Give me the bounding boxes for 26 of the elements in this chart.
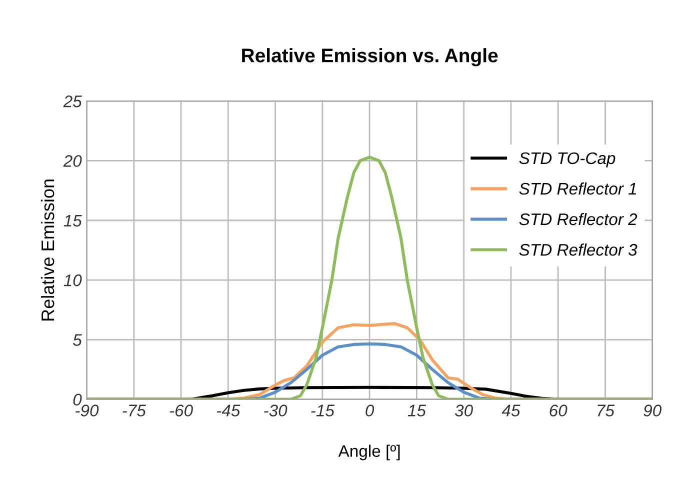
legend-label: STD Reflector 3: [519, 243, 638, 256]
x-tick-label: 15: [408, 404, 426, 416]
legend-label: STD Reflector 1: [519, 182, 636, 195]
x-tick-label: -45: [216, 404, 240, 416]
x-tick-label: 0: [366, 404, 374, 416]
legend-label: STD TO-Cap: [519, 152, 616, 168]
x-tick-label: -75: [122, 404, 146, 416]
x-tick-label: 75: [598, 404, 615, 416]
x-tick-label: 60: [550, 404, 568, 416]
y-tick-label: 20: [63, 155, 82, 167]
x-tick-label: 90: [644, 404, 662, 416]
x-axis-title: Angle [º]: [338, 444, 400, 460]
x-tick-label: -15: [311, 404, 335, 416]
y-tick-label: 25: [63, 95, 82, 108]
x-tick-label: 45: [502, 404, 520, 416]
y-tick-label: 0: [73, 394, 82, 406]
x-tick-label: -60: [170, 404, 193, 416]
chart-title: Relative Emission vs. Angle: [242, 48, 498, 66]
x-tick-label: -30: [264, 404, 288, 416]
legend-label: STD Reflector 2: [519, 212, 638, 226]
y-axis-title: Relative Emission: [40, 180, 54, 320]
y-tick-label: 15: [64, 214, 82, 227]
y-tick-label: 5: [72, 334, 82, 346]
y-tick-label: 10: [64, 274, 82, 286]
x-tick-label: -90: [76, 404, 99, 416]
x-tick-label: 30: [454, 404, 473, 416]
